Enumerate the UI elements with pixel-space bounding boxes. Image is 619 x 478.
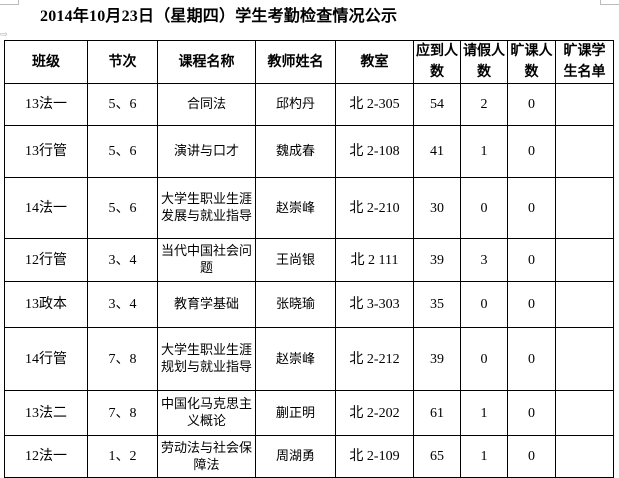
table-anchor-icon: ⇨ — [0, 30, 8, 40]
header-absent-names: 旷课学生名单 — [555, 40, 614, 84]
page-corner-mark — [600, 0, 619, 5]
cell-absent: 0 — [507, 435, 556, 478]
header-expected: 应到人数 — [413, 40, 461, 84]
cell-course: 大学生职业生涯规划与就业指导 — [157, 327, 256, 391]
cell-course: 教育学基础 — [157, 281, 256, 328]
cell-leave: 2 — [460, 83, 508, 126]
cell-absent-names — [555, 327, 614, 391]
header-absent: 旷课人数 — [507, 40, 556, 84]
table-row: 13法二 7、8 中国化马克思主义概论 蒯正明北 2-202 61 1 0 — [4, 390, 614, 436]
cell-absent-names — [555, 125, 614, 178]
cell-leave: 3 — [460, 238, 508, 282]
page-title: 2014年10月23日（星期四）学生考勤检查情况公示 — [40, 8, 398, 25]
cell-absent-names — [555, 435, 614, 478]
cell-leave: 0 — [460, 281, 508, 328]
cell-period: 1、2 — [87, 435, 158, 478]
cell-teacher: 王尚银 — [255, 238, 336, 282]
cell-expected: 65 — [413, 435, 461, 478]
cell-period: 5、6 — [87, 125, 158, 178]
cell-absent-names — [555, 281, 614, 328]
cell-course: 劳动法与社会保障法 — [157, 435, 256, 478]
cell-course: 当代中国社会问题 — [157, 238, 256, 282]
cell-expected: 41 — [413, 125, 461, 178]
table-row: 13行管 5、6 演讲与口才 魏成春北 2-108 41 1 0 — [4, 125, 614, 178]
cell-room: 北 2-108 — [335, 125, 414, 178]
cell-class: 14行管 — [4, 327, 88, 391]
cell-class: 13政本 — [4, 281, 88, 328]
header-class: 班级 — [4, 40, 88, 84]
cell-room: 北 2-212 — [335, 327, 414, 391]
cell-absent-names — [555, 177, 614, 239]
table-row: 12法一 1、2 劳动法与社会保障法 周湖勇北 2-109 65 1 0 — [4, 435, 614, 478]
cell-expected: 39 — [413, 238, 461, 282]
cell-period: 5、6 — [87, 177, 158, 239]
cell-leave: 1 — [460, 125, 508, 178]
cell-expected: 54 — [413, 83, 461, 126]
cell-class: 13法二 — [4, 390, 88, 436]
cell-class: 14法一 — [4, 177, 88, 239]
table-row: 14行管 7、8 大学生职业生涯规划与就业指导 赵崇峰北 2-212 39 0 0 — [4, 327, 614, 391]
cell-absent-names — [555, 238, 614, 282]
cell-room: 北 3-303 — [335, 281, 414, 328]
cell-teacher: 魏成春 — [255, 125, 336, 178]
cell-class: 13法一 — [4, 83, 88, 126]
cell-absent: 0 — [507, 327, 556, 391]
cell-leave: 0 — [460, 327, 508, 391]
cell-class: 12行管 — [4, 238, 88, 282]
page-corner-mark — [0, 0, 19, 5]
cell-teacher: 蒯正明 — [255, 390, 336, 436]
cell-class: 12法一 — [4, 435, 88, 478]
header-teacher: 教师姓名 — [255, 40, 336, 84]
header-room: 教室 — [335, 40, 414, 84]
header-period: 节次 — [87, 40, 158, 84]
header-row: 班级 节次 课程名称 教师姓名 教室 应到人数 请假人数 旷课人数 旷课学生名单 — [4, 40, 614, 84]
cell-period: 7、8 — [87, 390, 158, 436]
cell-teacher: 张晓瑜 — [255, 281, 336, 328]
table-row: 12行管 3、4 当代中国社会问题 王尚银北 2 111 39 3 0 — [4, 238, 614, 282]
cell-course: 中国化马克思主义概论 — [157, 390, 256, 436]
cell-course: 大学生职业生涯发展与就业指导 — [157, 177, 256, 239]
cell-teacher: 赵崇峰 — [255, 177, 336, 239]
table-row: 13政本 3、4 教育学基础 张晓瑜北 3-303 35 0 0 — [4, 281, 614, 328]
attendance-table: 班级 节次 课程名称 教师姓名 教室 应到人数 请假人数 旷课人数 旷课学生名单… — [4, 40, 614, 478]
header-leave: 请假人数 — [460, 40, 508, 84]
cell-teacher: 周湖勇 — [255, 435, 336, 478]
table-row: 13法一 5、6 合同法 邱杓丹北 2-305 54 2 0 — [4, 83, 614, 126]
cell-leave: 1 — [460, 390, 508, 436]
cell-absent-names — [555, 83, 614, 126]
cell-period: 3、4 — [87, 238, 158, 282]
cell-room: 北 2-210 — [335, 177, 414, 239]
cell-absent: 0 — [507, 390, 556, 436]
cell-period: 5、6 — [87, 83, 158, 126]
cell-expected: 61 — [413, 390, 461, 436]
cell-room: 北 2 111 — [335, 238, 414, 282]
cell-leave: 0 — [460, 177, 508, 239]
cell-absent: 0 — [507, 177, 556, 239]
cell-teacher: 邱杓丹 — [255, 83, 336, 126]
cell-course: 演讲与口才 — [157, 125, 256, 178]
cell-expected: 30 — [413, 177, 461, 239]
cell-absent: 0 — [507, 125, 556, 178]
table-row: 14法一 5、6 大学生职业生涯发展与就业指导 赵崇峰北 2-210 30 0 0 — [4, 177, 614, 239]
cell-period: 7、8 — [87, 327, 158, 391]
cell-expected: 35 — [413, 281, 461, 328]
header-course: 课程名称 — [157, 40, 256, 84]
cell-absent: 0 — [507, 281, 556, 328]
cell-absent: 0 — [507, 238, 556, 282]
cell-leave: 1 — [460, 435, 508, 478]
cell-room: 北 2-109 — [335, 435, 414, 478]
cell-expected: 39 — [413, 327, 461, 391]
cell-absent-names — [555, 390, 614, 436]
cell-teacher: 赵崇峰 — [255, 327, 336, 391]
cell-class: 13行管 — [4, 125, 88, 178]
cell-room: 北 2-305 — [335, 83, 414, 126]
cell-course: 合同法 — [157, 83, 256, 126]
cell-absent: 0 — [507, 83, 556, 126]
cell-period: 3、4 — [87, 281, 158, 328]
cell-room: 北 2-202 — [335, 390, 414, 436]
